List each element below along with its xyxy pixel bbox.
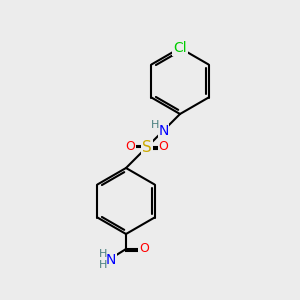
Text: N: N: [106, 253, 116, 266]
Text: H: H: [98, 249, 107, 259]
Text: H: H: [151, 120, 159, 130]
Text: N: N: [158, 124, 169, 137]
Text: O: O: [126, 140, 135, 154]
Text: H: H: [98, 260, 107, 270]
Text: Cl: Cl: [173, 41, 187, 55]
Text: Cl: Cl: [173, 41, 187, 55]
Text: S: S: [142, 140, 152, 154]
Text: O: O: [139, 242, 149, 256]
Text: O: O: [159, 140, 168, 154]
